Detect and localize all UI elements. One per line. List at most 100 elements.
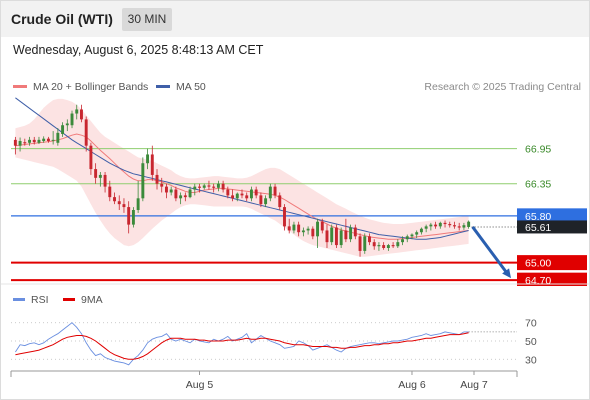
header-bar: Crude Oil (WTI) 30 MIN: [1, 1, 589, 37]
level-tag-65.80: [517, 208, 587, 224]
level-label-66.95: 66.95: [525, 144, 551, 156]
last-price-label: 65.61: [525, 222, 551, 234]
rsi-chart[interactable]: 70 50 30 Aug 5 Aug 6 Aug 7: [1, 309, 589, 399]
candle-body: [334, 227, 338, 246]
candle-body: [202, 185, 206, 188]
candle-body: [405, 236, 409, 240]
candle-body: [174, 189, 178, 199]
candle-body: [467, 221, 471, 227]
price-chart[interactable]: 66.95 66.35 65.80 65.00 64.70 65.61: [1, 96, 589, 286]
candle-body: [42, 138, 46, 142]
candle-body: [122, 204, 126, 208]
candle-body: [160, 183, 164, 187]
candle-body: [462, 225, 466, 228]
candle-body: [70, 113, 74, 126]
candle-body: [264, 198, 268, 205]
candle-body: [457, 226, 461, 228]
candle-body: [453, 225, 456, 227]
candle-body: [254, 189, 258, 196]
candle-body: [443, 222, 447, 225]
candle-body: [297, 224, 301, 233]
legend-ma50-swatch: [156, 84, 170, 88]
datetime-label: Wednesday, August 6, 2025 8:48:13 AM CET: [13, 43, 264, 57]
candle-body: [146, 154, 150, 164]
x-tick-label-2: Aug 7: [460, 379, 488, 391]
level-label-64.70: 64.70: [525, 275, 551, 286]
candle-body: [155, 174, 159, 184]
candle-body: [188, 189, 192, 198]
candle-body: [179, 195, 183, 199]
candle-body: [391, 245, 395, 247]
candle-body: [268, 186, 272, 199]
candle-body: [306, 228, 310, 231]
candle-body: [51, 139, 55, 141]
research-credit: Research © 2025 Trading Central: [424, 81, 581, 93]
timeframe-badge[interactable]: 30 MIN: [122, 8, 172, 31]
rsi-ma9-line: [15, 332, 469, 360]
candle-body: [141, 163, 145, 199]
legend-ma20: MA 20 + Bollinger Bands: [13, 81, 148, 93]
level-label-66.35: 66.35: [525, 179, 551, 191]
candle-body: [216, 183, 220, 188]
candle-body: [18, 141, 22, 146]
candle-body: [273, 186, 277, 196]
candle-body: [438, 222, 442, 227]
candle-body: [245, 195, 249, 199]
candle-body: [448, 224, 452, 226]
candle-body: [434, 224, 438, 227]
last-price-tag: [517, 220, 587, 234]
candle-body: [32, 139, 36, 143]
candle-body: [344, 230, 348, 240]
candle-body: [330, 227, 334, 243]
legend-9ma-label: 9MA: [81, 294, 103, 306]
legend-9ma: 9MA: [63, 294, 103, 306]
candle-body: [127, 207, 131, 225]
candle-body: [311, 228, 315, 237]
candle-body: [349, 227, 353, 240]
candle-body: [94, 169, 98, 178]
forecast-arrow-shaft: [471, 226, 509, 275]
candle-body: [339, 230, 343, 246]
candle-body: [382, 245, 386, 248]
candle-body: [396, 242, 400, 247]
candle-body: [283, 207, 286, 227]
candle-body: [231, 195, 235, 199]
candle-body: [358, 236, 362, 251]
candle-body: [131, 210, 135, 225]
candle-body: [183, 195, 187, 198]
candle-body: [377, 245, 381, 247]
candle-body: [75, 109, 79, 114]
candle-body: [28, 139, 31, 143]
candle-body: [415, 232, 419, 235]
candle-body: [150, 154, 154, 175]
candle-body: [89, 145, 93, 170]
legend-9ma-swatch: [63, 297, 75, 301]
candle-body: [164, 186, 168, 193]
legend-ma20-swatch: [13, 84, 27, 88]
candle-body: [117, 201, 121, 205]
rsi-tick-30: 30: [525, 354, 537, 366]
candle-body: [410, 234, 414, 237]
candle-body: [386, 245, 390, 248]
candle-body: [240, 193, 244, 196]
rsi-line: [15, 322, 469, 366]
candle-body: [56, 132, 60, 143]
candle-body: [198, 186, 201, 188]
x-tick-label-1: Aug 6: [398, 379, 426, 391]
candle-body: [325, 230, 329, 243]
level-label-65.00: 65.00: [525, 258, 551, 270]
candle-body: [46, 138, 50, 142]
candle-body: [320, 221, 324, 231]
legend-rsi: RSI: [13, 294, 49, 306]
legend-ma50-label: MA 50: [176, 81, 206, 93]
candle-body: [259, 195, 263, 205]
level-tag-64.70: [517, 272, 587, 286]
candle-body: [368, 236, 371, 243]
candle-body: [37, 139, 41, 143]
x-tick-label-0: Aug 5: [186, 379, 214, 391]
candle-body: [103, 174, 107, 187]
candle-body: [372, 242, 376, 247]
candle-body: [363, 236, 367, 251]
candle-body: [226, 189, 230, 196]
candle-body: [61, 125, 65, 134]
